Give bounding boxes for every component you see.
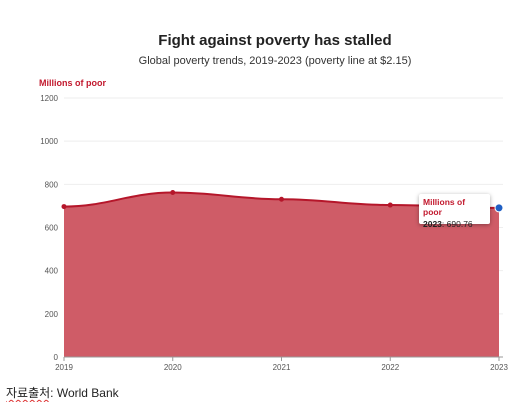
y-tick-label-400: 400 <box>45 267 59 276</box>
chart-title: Fight against poverty has stalled <box>158 32 392 49</box>
source-korean-label: 자료출처 <box>6 386 51 400</box>
y-tick-label-1000: 1000 <box>40 137 58 146</box>
y-tick-label-1200: 1200 <box>40 94 58 103</box>
data-point-2019 <box>61 204 67 210</box>
tooltip-value-line: 2023: 690.76 <box>423 219 486 229</box>
source-note: 자료출처: World Bank <box>6 384 119 401</box>
x-tick-label-2022: 2022 <box>381 363 399 372</box>
tooltip-colon: : <box>441 219 447 229</box>
tooltip-year: 2023 <box>423 219 442 229</box>
x-tick-label-2019: 2019 <box>55 363 73 372</box>
source-separator: : <box>50 386 57 400</box>
x-tick-label-2021: 2021 <box>273 363 291 372</box>
y-axis-label: Millions of poor <box>39 78 106 88</box>
y-tick-label-800: 800 <box>45 180 59 189</box>
x-tick-label-2020: 2020 <box>164 363 182 372</box>
y-tick-label-600: 600 <box>45 224 59 233</box>
data-point-2023-highlighted <box>494 203 504 213</box>
data-point-2020 <box>170 190 176 196</box>
x-tick-label-2023: 2023 <box>490 363 508 372</box>
data-tooltip: Millions of poor 2023: 690.76 <box>419 194 490 229</box>
y-tick-label-200: 200 <box>45 310 59 319</box>
tooltip-value: 690.76 <box>446 219 473 229</box>
data-point-2021 <box>279 196 284 202</box>
data-point-2022 <box>387 202 393 208</box>
source-name: World Bank <box>56 386 119 400</box>
y-tick-label-0: 0 <box>54 353 59 362</box>
tooltip-series-name: Millions of poor <box>423 197 466 217</box>
chart-subtitle: Global poverty trends, 2019-2023 (povert… <box>138 55 412 67</box>
series-area <box>64 192 499 357</box>
